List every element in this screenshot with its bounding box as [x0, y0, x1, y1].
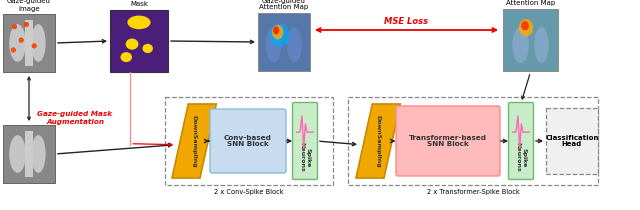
Text: Gaze-guided
Attention Map: Gaze-guided Attention Map — [259, 0, 308, 10]
Text: Classification
Head: Classification Head — [545, 134, 598, 147]
Bar — [3, 14, 55, 72]
Bar — [503, 9, 558, 71]
Text: Conv-based
SNN Block: Conv-based SNN Block — [224, 134, 272, 147]
FancyBboxPatch shape — [292, 102, 317, 180]
Ellipse shape — [272, 25, 284, 39]
Text: 2 x Transformer-Spike Block: 2 x Transformer-Spike Block — [427, 189, 520, 195]
Text: Spike
Neurons: Spike Neurons — [300, 142, 310, 172]
Ellipse shape — [120, 52, 132, 62]
Text: MSE Loss: MSE Loss — [385, 17, 429, 26]
Ellipse shape — [143, 44, 153, 53]
Text: Gaze-guided
Image: Gaze-guided Image — [7, 0, 51, 12]
Bar — [110, 10, 168, 72]
Text: DownSampling: DownSampling — [376, 115, 381, 167]
Ellipse shape — [125, 38, 138, 50]
Circle shape — [19, 38, 24, 42]
Ellipse shape — [31, 135, 45, 173]
Polygon shape — [172, 104, 216, 178]
Text: Spike
Neurons: Spike Neurons — [516, 142, 526, 172]
Text: Transformer-based
SNN Block: Transformer-based SNN Block — [409, 134, 487, 147]
FancyBboxPatch shape — [396, 106, 500, 176]
Circle shape — [12, 25, 17, 29]
Text: Gaze-guided
Mask: Gaze-guided Mask — [117, 0, 161, 8]
Text: 2 x Conv-Spike Block: 2 x Conv-Spike Block — [214, 189, 284, 195]
Ellipse shape — [127, 16, 150, 29]
Ellipse shape — [519, 19, 533, 36]
FancyBboxPatch shape — [509, 102, 534, 180]
Bar — [3, 14, 55, 72]
Ellipse shape — [513, 27, 529, 63]
Circle shape — [11, 48, 15, 52]
Ellipse shape — [9, 24, 26, 62]
Ellipse shape — [9, 135, 26, 173]
Polygon shape — [356, 104, 400, 178]
Ellipse shape — [266, 28, 282, 62]
Bar — [3, 125, 55, 183]
Circle shape — [24, 22, 29, 27]
Ellipse shape — [521, 21, 529, 30]
Ellipse shape — [287, 28, 301, 62]
FancyBboxPatch shape — [546, 108, 598, 174]
Ellipse shape — [31, 24, 45, 62]
Bar — [3, 125, 55, 183]
Ellipse shape — [270, 24, 290, 47]
Bar — [258, 13, 310, 71]
Text: DownSampling: DownSampling — [191, 115, 196, 167]
Text: Gaze-guided Mask
Augmentation: Gaze-guided Mask Augmentation — [37, 112, 113, 125]
Bar — [25, 20, 33, 66]
Ellipse shape — [534, 27, 548, 63]
Ellipse shape — [273, 26, 279, 34]
Circle shape — [32, 44, 36, 48]
Bar — [3, 125, 55, 183]
Bar — [25, 131, 33, 177]
Text: Network
Attention Map: Network Attention Map — [506, 0, 555, 7]
FancyBboxPatch shape — [210, 109, 286, 173]
Bar — [3, 14, 55, 72]
